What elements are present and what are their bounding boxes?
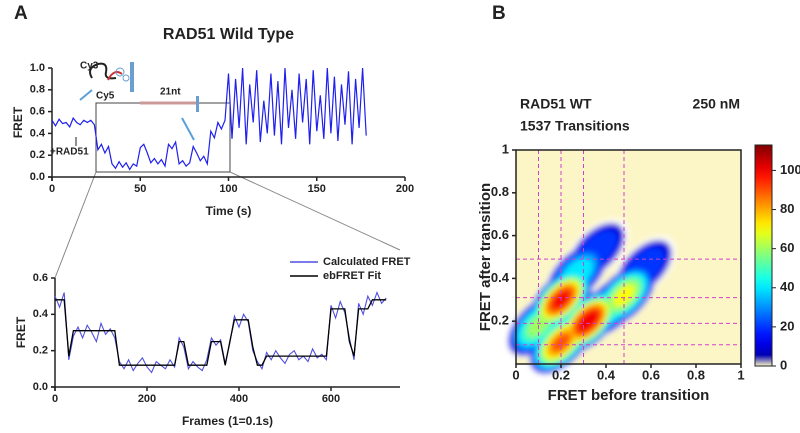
annotation: 250 nM — [693, 96, 740, 112]
plot-frame — [515, 149, 742, 365]
x-tick-label: 200 — [396, 183, 414, 195]
y-tick-label: 0.8 — [491, 184, 509, 199]
zoom-line — [229, 171, 401, 251]
colorbar — [754, 144, 773, 367]
molecule-icon — [75, 62, 199, 146]
colorbar-tick-label: 60 — [780, 240, 794, 255]
x-tick-label: 0 — [49, 183, 55, 195]
chart-title: RAD51 Wild Type — [163, 26, 294, 43]
x-tick-label: 0.6 — [642, 367, 660, 382]
x-tick-label: 0.8 — [687, 367, 705, 382]
x-axis-label: Time (s) — [206, 204, 252, 218]
x-tick-label: 150 — [308, 183, 326, 195]
colorbar-tick-label: 80 — [780, 201, 794, 216]
annotation: 21nt — [160, 87, 181, 98]
density-level — [613, 285, 635, 307]
annotation: RAD51 WT — [520, 96, 592, 112]
colorbar-tick-label: 40 — [780, 279, 794, 294]
x-axis-label: FRET before transition — [548, 387, 710, 404]
data-line — [51, 67, 367, 171]
y-tick-label: 1.0 — [30, 62, 45, 74]
y-tick-label: 0.2 — [30, 149, 45, 161]
y-axis-label: FRET — [11, 106, 25, 138]
x-tick-label: 0 — [512, 367, 519, 382]
x-tick-label: 0 — [52, 393, 58, 405]
x-tick-label: 100 — [219, 183, 237, 195]
y-axis-label: FRET after transition — [477, 183, 494, 331]
legend-label: ebFRET Fit — [323, 270, 381, 282]
y-tick-label: 0.4 — [33, 308, 49, 320]
panel-label: A — [14, 3, 28, 24]
x-tick-label: 0.4 — [597, 367, 616, 382]
legend-label: Calculated FRET — [323, 256, 411, 268]
x-tick-label: 200 — [138, 393, 156, 405]
x-tick-label: 50 — [134, 183, 146, 195]
y-axis-label: FRET — [14, 316, 28, 348]
density-level — [576, 310, 600, 333]
y-tick-label: 0.2 — [491, 313, 509, 328]
colorbar-tick-label: 20 — [780, 318, 794, 333]
x-tick-label: 0.2 — [552, 367, 570, 382]
density-field — [506, 218, 677, 376]
data-line — [54, 290, 387, 374]
y-tick-label: 0.2 — [33, 345, 48, 357]
y-tick-label: 0.4 — [491, 270, 510, 285]
annotation: 1537 Transitions — [520, 118, 630, 134]
colorbar-tick-label: 100 — [780, 162, 800, 177]
x-tick-label: 1 — [737, 367, 744, 382]
x-tick-label: 400 — [230, 393, 248, 405]
axis-line — [48, 68, 405, 181]
annotation: +RAD51 — [50, 147, 89, 158]
y-tick-label: 0.4 — [30, 127, 46, 139]
y-tick-label: 0.0 — [30, 171, 45, 183]
y-tick-label: 1 — [502, 141, 509, 156]
annotation: Cy5 — [96, 91, 115, 102]
y-tick-label: 0.8 — [30, 84, 45, 96]
x-tick-label: 600 — [322, 393, 340, 405]
panel-label: B — [492, 3, 506, 24]
y-tick-label: 0.6 — [30, 106, 45, 118]
data-line — [55, 299, 387, 366]
zoom-line — [54, 171, 97, 279]
colorbar-tick-label: 0 — [780, 357, 787, 372]
x-axis-label: Frames (1=0.1s) — [182, 414, 273, 428]
y-tick-label: 0.6 — [33, 272, 48, 284]
annotation: Cy3 — [80, 61, 99, 72]
axis-line — [51, 278, 400, 391]
y-tick-label: 0.6 — [491, 227, 509, 242]
y-tick-label: 0.0 — [33, 381, 48, 393]
